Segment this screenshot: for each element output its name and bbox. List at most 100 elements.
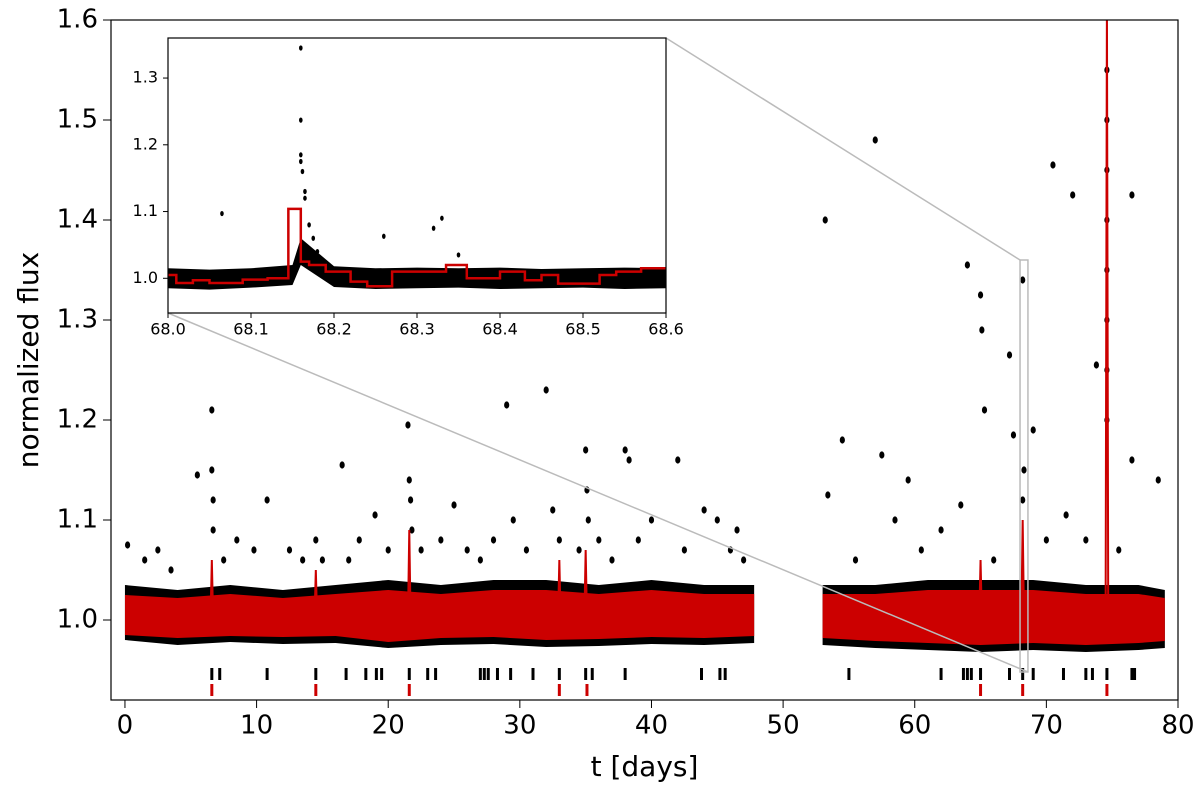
flux-point — [543, 386, 549, 394]
flux-point — [991, 556, 997, 564]
x-tick-label: 0 — [117, 711, 134, 741]
x-tick-label: 70 — [1030, 711, 1063, 741]
y-tick-label: 1.1 — [57, 505, 98, 535]
x-tick-label: 40 — [635, 711, 668, 741]
flux-point — [609, 556, 615, 564]
flux-point — [622, 446, 628, 454]
flux-point — [872, 136, 878, 144]
flux-point — [626, 456, 632, 464]
flux-point — [958, 501, 964, 509]
flux-point — [822, 216, 828, 224]
y-tick-label: 1.0 — [133, 268, 158, 287]
flux-point — [1063, 511, 1069, 519]
zoom-line — [167, 312, 1029, 673]
flux-point — [451, 501, 457, 509]
flux-point — [405, 421, 411, 429]
plot-area — [168, 45, 666, 290]
flux-point — [477, 556, 483, 564]
flux-point — [142, 556, 148, 564]
x-axis-label: t [days] — [591, 750, 699, 783]
flux-point — [438, 536, 444, 544]
flux-point — [307, 222, 311, 228]
flux-point — [311, 235, 316, 241]
y-tick-label: 1.0 — [57, 605, 98, 635]
x-tick-label: 10 — [240, 711, 273, 741]
flux-point — [918, 546, 924, 554]
flux-point — [675, 456, 681, 464]
flux-point — [299, 45, 303, 51]
x-tick-label: 68.3 — [399, 320, 435, 339]
flux-point — [964, 261, 970, 269]
flux-point — [209, 466, 215, 474]
flux-point — [1030, 426, 1036, 434]
flux-point — [464, 546, 470, 554]
x-tick-label: 68.5 — [565, 320, 601, 339]
flux-point — [701, 506, 707, 514]
flux-point — [431, 225, 436, 231]
flux-point — [356, 536, 362, 544]
flux-point — [407, 496, 414, 504]
flux-point — [319, 556, 325, 564]
flux-point — [251, 546, 257, 554]
flux-point — [299, 158, 303, 165]
flux-point — [194, 471, 200, 479]
flux-point — [210, 496, 216, 504]
flux-point — [234, 536, 240, 544]
flux-point — [418, 546, 424, 554]
flux-point — [303, 195, 307, 201]
flux-point — [313, 536, 319, 544]
flux-point — [406, 476, 412, 484]
flux-point — [938, 526, 944, 534]
flux-point — [510, 516, 516, 524]
flux-point — [299, 152, 303, 158]
y-tick-label: 1.3 — [57, 305, 98, 335]
zoom-line — [665, 37, 1021, 261]
zoom-box — [1019, 259, 1029, 673]
flux-point — [892, 516, 898, 524]
x-tick-label: 80 — [1161, 711, 1194, 741]
flux-point — [979, 326, 985, 334]
flux-point — [734, 526, 740, 534]
y-tick-label: 1.4 — [57, 205, 98, 235]
x-tick-label: 68.1 — [233, 320, 269, 339]
flux-point — [221, 556, 227, 564]
flux-point — [303, 188, 307, 195]
flux-band — [822, 590, 1165, 645]
flux-point — [1006, 351, 1013, 359]
flux-point — [339, 461, 345, 469]
plot-background — [168, 38, 666, 313]
flux-point — [168, 566, 174, 574]
binned-model — [168, 207, 666, 288]
x-tick-label: 68.2 — [316, 320, 352, 339]
flux-point — [635, 536, 641, 544]
flux-point — [576, 546, 582, 554]
flux-point — [286, 546, 293, 554]
flux-point — [209, 406, 215, 414]
flux-point — [681, 546, 687, 554]
flux-point — [1129, 191, 1135, 199]
x-tick-label: 50 — [767, 711, 800, 741]
flux-point — [299, 117, 303, 123]
flux-point — [220, 210, 224, 217]
flux-point — [596, 536, 602, 544]
flux-point — [1070, 191, 1076, 199]
x-tick-label: 20 — [372, 711, 405, 741]
flux-point — [879, 451, 885, 459]
flux-band — [124, 590, 755, 642]
flux-point — [1116, 546, 1122, 554]
flux-point — [1083, 536, 1089, 544]
flux-point — [852, 556, 859, 564]
y-tick-label: 1.6 — [57, 5, 98, 35]
y-tick-label: 1.1 — [133, 201, 158, 220]
flux-point — [825, 491, 831, 499]
x-tick-label: 68.6 — [648, 320, 684, 339]
flux-point — [315, 248, 320, 255]
flux-point — [1129, 456, 1135, 464]
flux-point — [981, 406, 988, 414]
flux-point — [585, 516, 591, 524]
flux-point — [1093, 361, 1099, 369]
flux-point — [300, 556, 306, 564]
y-tick-label: 1.2 — [133, 134, 158, 153]
x-tick-label: 68.4 — [482, 320, 518, 339]
